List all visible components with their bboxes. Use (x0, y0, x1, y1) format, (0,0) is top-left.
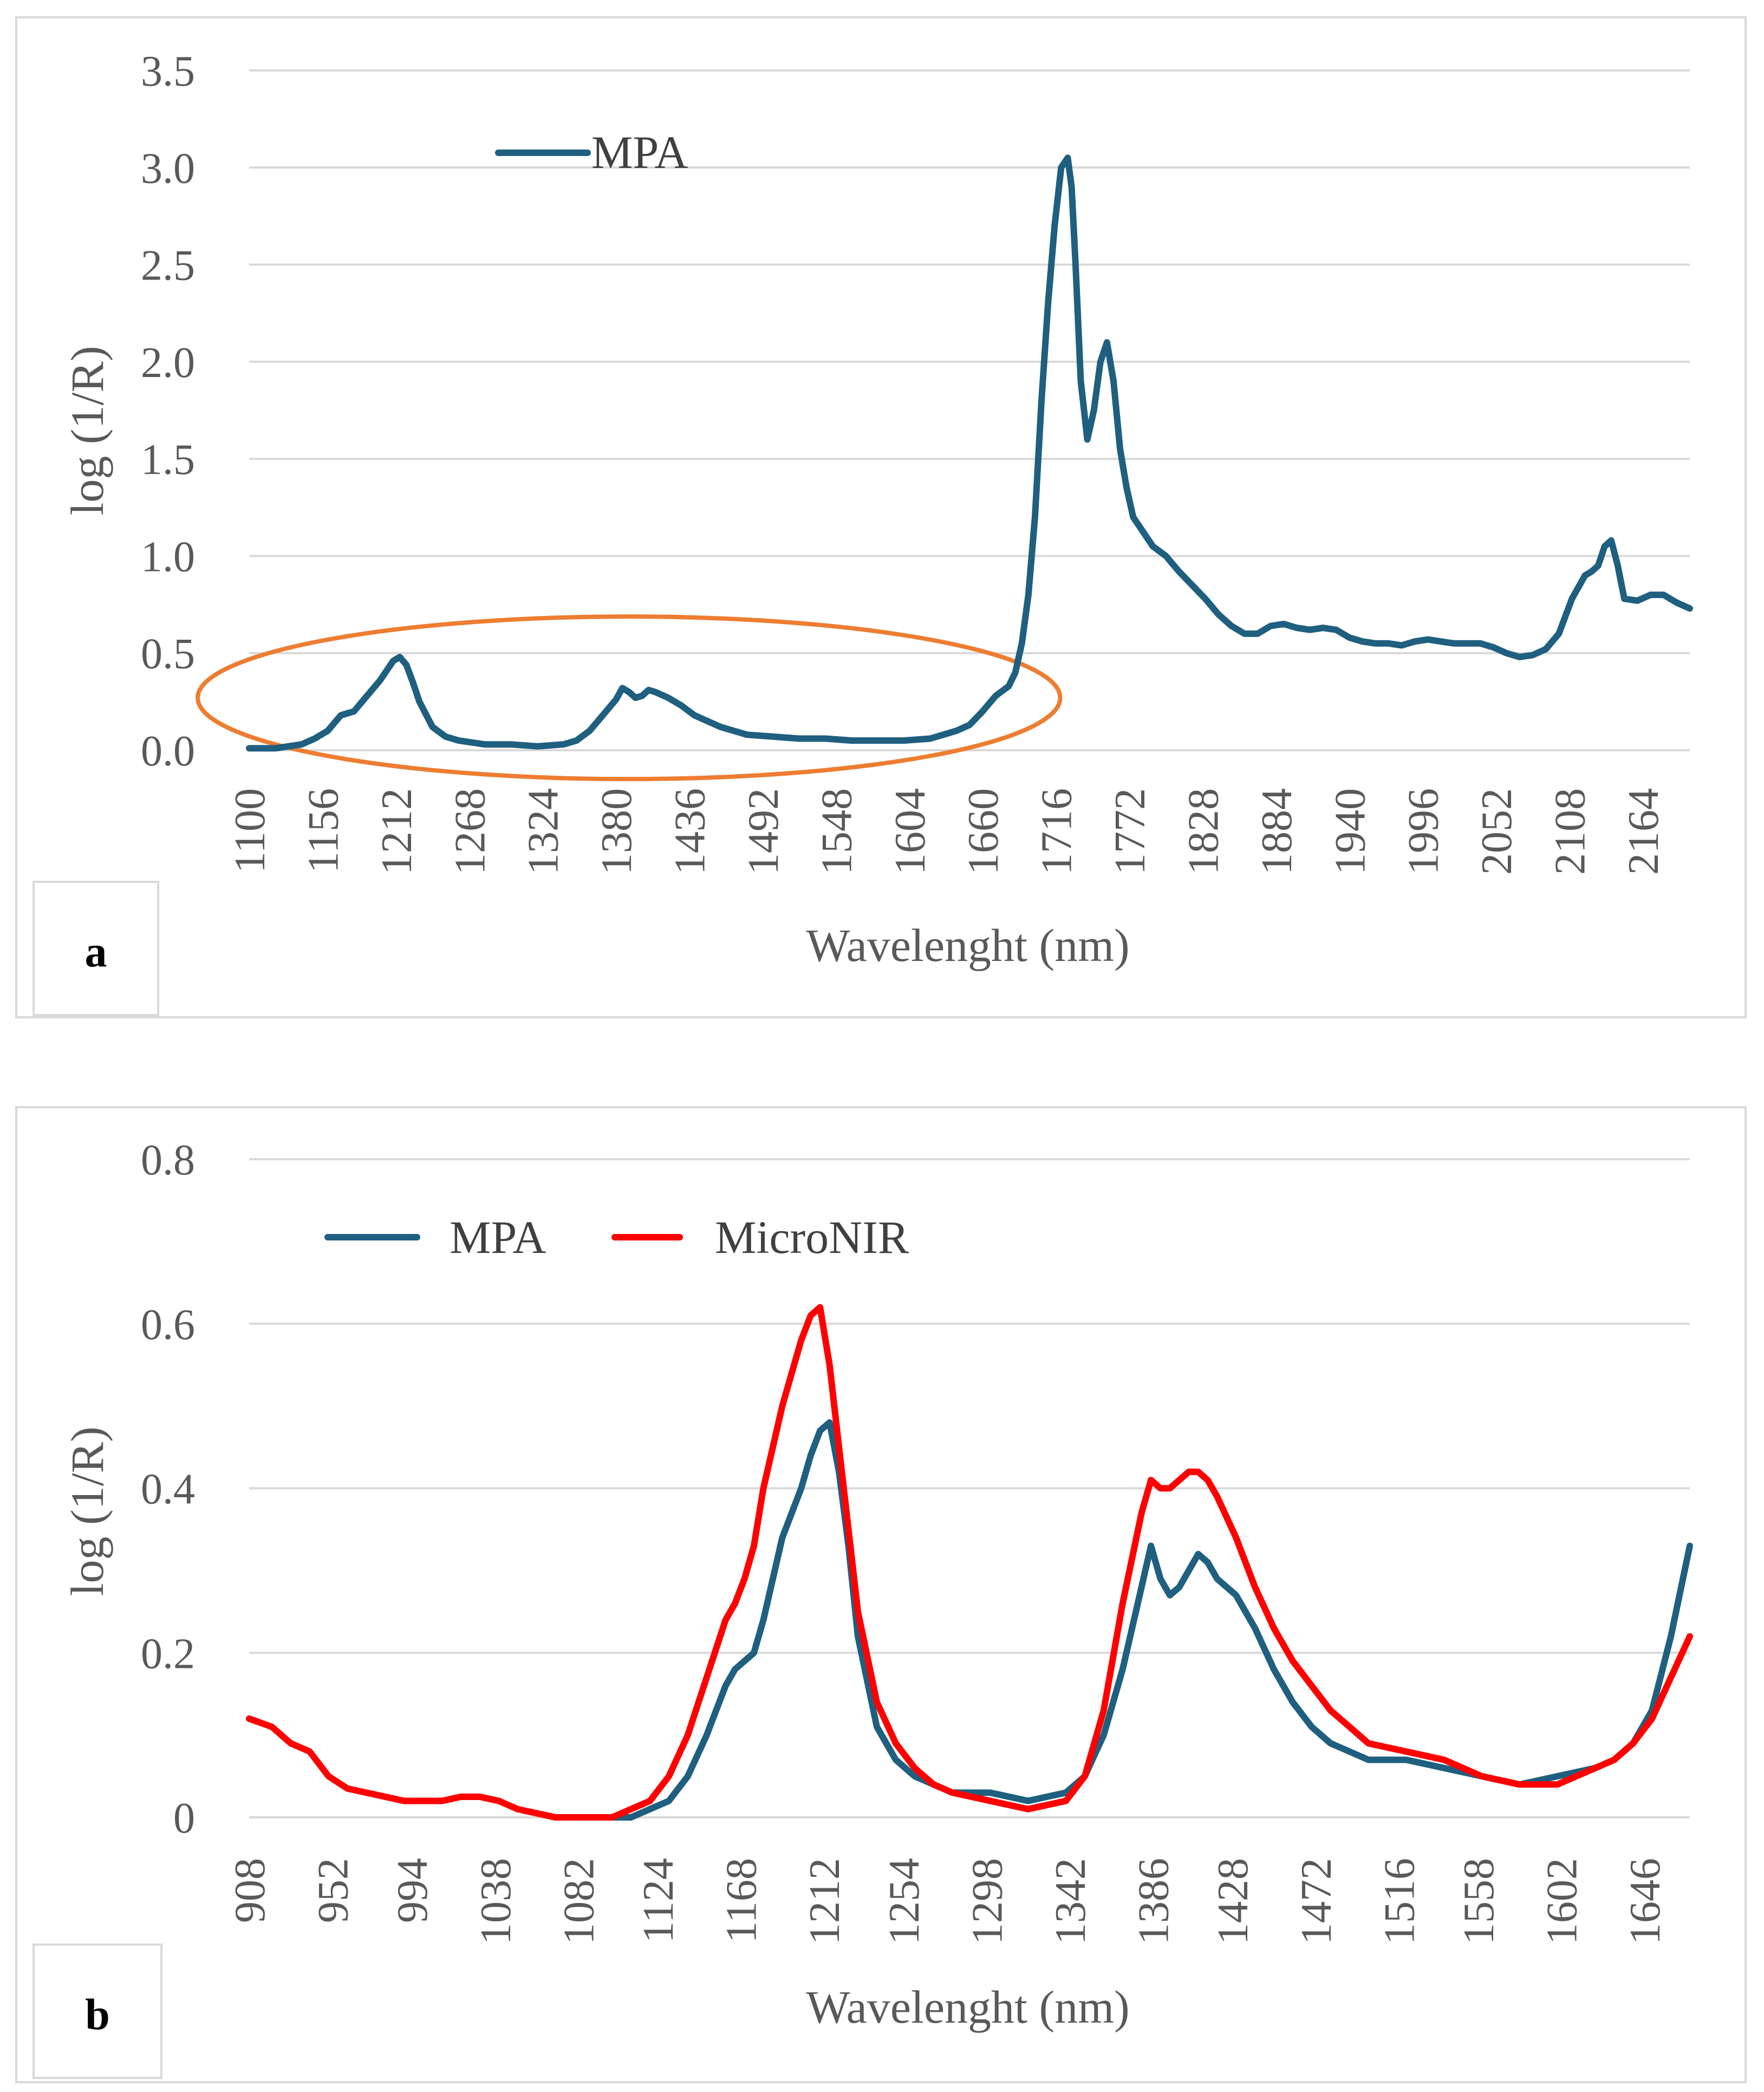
panel-a-legend: MPA (495, 126, 688, 178)
a-y-tick-label: 2.5 (141, 242, 195, 290)
a-x-tick-label: 1716 (1033, 788, 1081, 875)
panel-a-series-lines (246, 154, 1693, 752)
b-x-tick-label: 1602 (1539, 1858, 1586, 1945)
panel-a-highlight-ellipse-shape (196, 614, 1063, 782)
panel-b-gridlines (249, 1158, 1690, 1818)
a-x-tick-label: 1100 (226, 788, 274, 873)
a-x-tick-label: 1324 (520, 788, 568, 875)
b-series-line-micronir (246, 1304, 1693, 1821)
a-y-tick-label: 0.0 (141, 727, 195, 775)
a-x-tick-label: 1436 (667, 788, 714, 875)
a-x-tick-label: 1772 (1106, 788, 1154, 875)
a-x-tick-label: 1940 (1326, 788, 1374, 875)
b-y-tick-label: 0 (173, 1795, 195, 1842)
b-x-tick-label: 952 (310, 1858, 357, 1923)
panel-a-label-box (32, 881, 159, 1016)
panel-b-label-box (32, 1944, 162, 2079)
panel-b-y-axis-title: log (1/R) (61, 1427, 113, 1596)
b-x-tick-label: 1558 (1455, 1858, 1503, 1945)
a-x-tick-label: 1604 (887, 788, 934, 875)
b-x-tick-label: 1516 (1376, 1858, 1423, 1945)
a-y-tick-label: 2.0 (141, 339, 195, 387)
panel-b-legend: MPA MicroNIR (324, 1211, 909, 1263)
a-x-tick-label: 1660 (960, 788, 1007, 875)
panel-b-y-tick-labels: 0 0.2 0.4 0.6 0.8 (141, 1136, 195, 1842)
b-x-tick-label: 1298 (964, 1858, 1011, 1945)
b-y-tick-label: 0.6 (141, 1301, 195, 1349)
b-y-tick-label: 0.8 (141, 1136, 195, 1184)
a-x-tick-label: 1996 (1400, 788, 1448, 875)
b-x-tick-label: 1472 (1293, 1858, 1340, 1945)
b-y-tick-label: 0.2 (141, 1630, 195, 1678)
a-x-tick-label: 1828 (1180, 788, 1227, 875)
panel-b-x-axis-title: Wavelenght (nm) (806, 1981, 1129, 2033)
b-x-tick-label: 1254 (881, 1858, 928, 1945)
panel-b-x-tick-labels: 908 952 994 1038 1082 1124 1168 1212 1254 1298 134… (226, 1858, 1669, 1945)
panel-b-frame (15, 1106, 1747, 2083)
a-y-tick-label: 1.0 (141, 533, 195, 581)
panel-a-highlight-ellipse (196, 614, 1063, 782)
panel-a-x-tick-labels: 1100 1156 1212 1268 1324 1380 1436 1492 1548 1604… (226, 788, 1668, 875)
panel-a-legend-label-mpa: MPA (591, 126, 688, 178)
panel-a-y-tick-labels: 0.0 0.5 1.0 1.5 2.0 2.5 3.0 3.5 (141, 48, 195, 775)
b-x-tick-label: 1124 (635, 1858, 682, 1943)
b-series-line-mpa (599, 1419, 1693, 1821)
panel-b-label: b (85, 1990, 110, 2039)
a-y-tick-label: 3.5 (141, 48, 195, 95)
b-x-tick-label: 1212 (801, 1858, 849, 1945)
a-x-tick-label: 2164 (1620, 788, 1668, 875)
a-x-tick-label: 1212 (373, 788, 421, 875)
panel-a-frame (15, 16, 1747, 1018)
a-x-tick-label: 1548 (813, 788, 861, 875)
chart-panel-b: 0 0.2 0.4 0.6 0.8 908 952 994 1038 1082 1124 1168 1… (15, 1106, 1747, 2083)
panel-a-label: a (85, 927, 107, 976)
b-x-tick-label: 994 (389, 1858, 437, 1923)
a-x-tick-label: 2052 (1473, 788, 1521, 875)
a-x-tick-label: 1268 (446, 788, 494, 875)
a-x-tick-label: 1380 (593, 788, 641, 875)
panel-b-legend-label-micronir: MicroNIR (715, 1211, 909, 1263)
panel-a-gridlines (249, 69, 1690, 751)
a-y-tick-label: 0.5 (141, 631, 195, 678)
a-y-tick-label: 1.5 (141, 436, 195, 484)
panel-b-legend-label-mpa: MPA (450, 1211, 546, 1263)
b-x-tick-label: 1646 (1622, 1858, 1669, 1945)
a-x-tick-label: 1492 (740, 788, 787, 875)
b-x-tick-label: 1386 (1130, 1858, 1178, 1945)
b-x-tick-label: 1082 (555, 1858, 603, 1945)
a-x-tick-label: 1156 (300, 788, 347, 873)
b-x-tick-label: 908 (226, 1858, 274, 1923)
a-y-tick-label: 3.0 (141, 145, 195, 192)
b-x-tick-label: 1168 (718, 1858, 766, 1943)
panel-a-x-axis-title: Wavelenght (nm) (806, 919, 1129, 971)
b-x-tick-label: 1038 (472, 1858, 520, 1945)
b-x-tick-label: 1428 (1209, 1858, 1257, 1945)
a-x-tick-label: 1884 (1253, 788, 1301, 875)
a-x-tick-label: 2108 (1547, 788, 1594, 875)
panel-a-y-axis-title: log (1/R) (61, 346, 113, 516)
chart-panel-a: 0.0 0.5 1.0 1.5 2.0 2.5 3.0 3.5 1100 1156 1212 126… (15, 16, 1747, 1018)
panel-b-series-lines (246, 1304, 1693, 1821)
b-x-tick-label: 1342 (1047, 1858, 1095, 1945)
a-series-line-mpa (246, 154, 1693, 752)
b-y-tick-label: 0.4 (141, 1466, 195, 1513)
